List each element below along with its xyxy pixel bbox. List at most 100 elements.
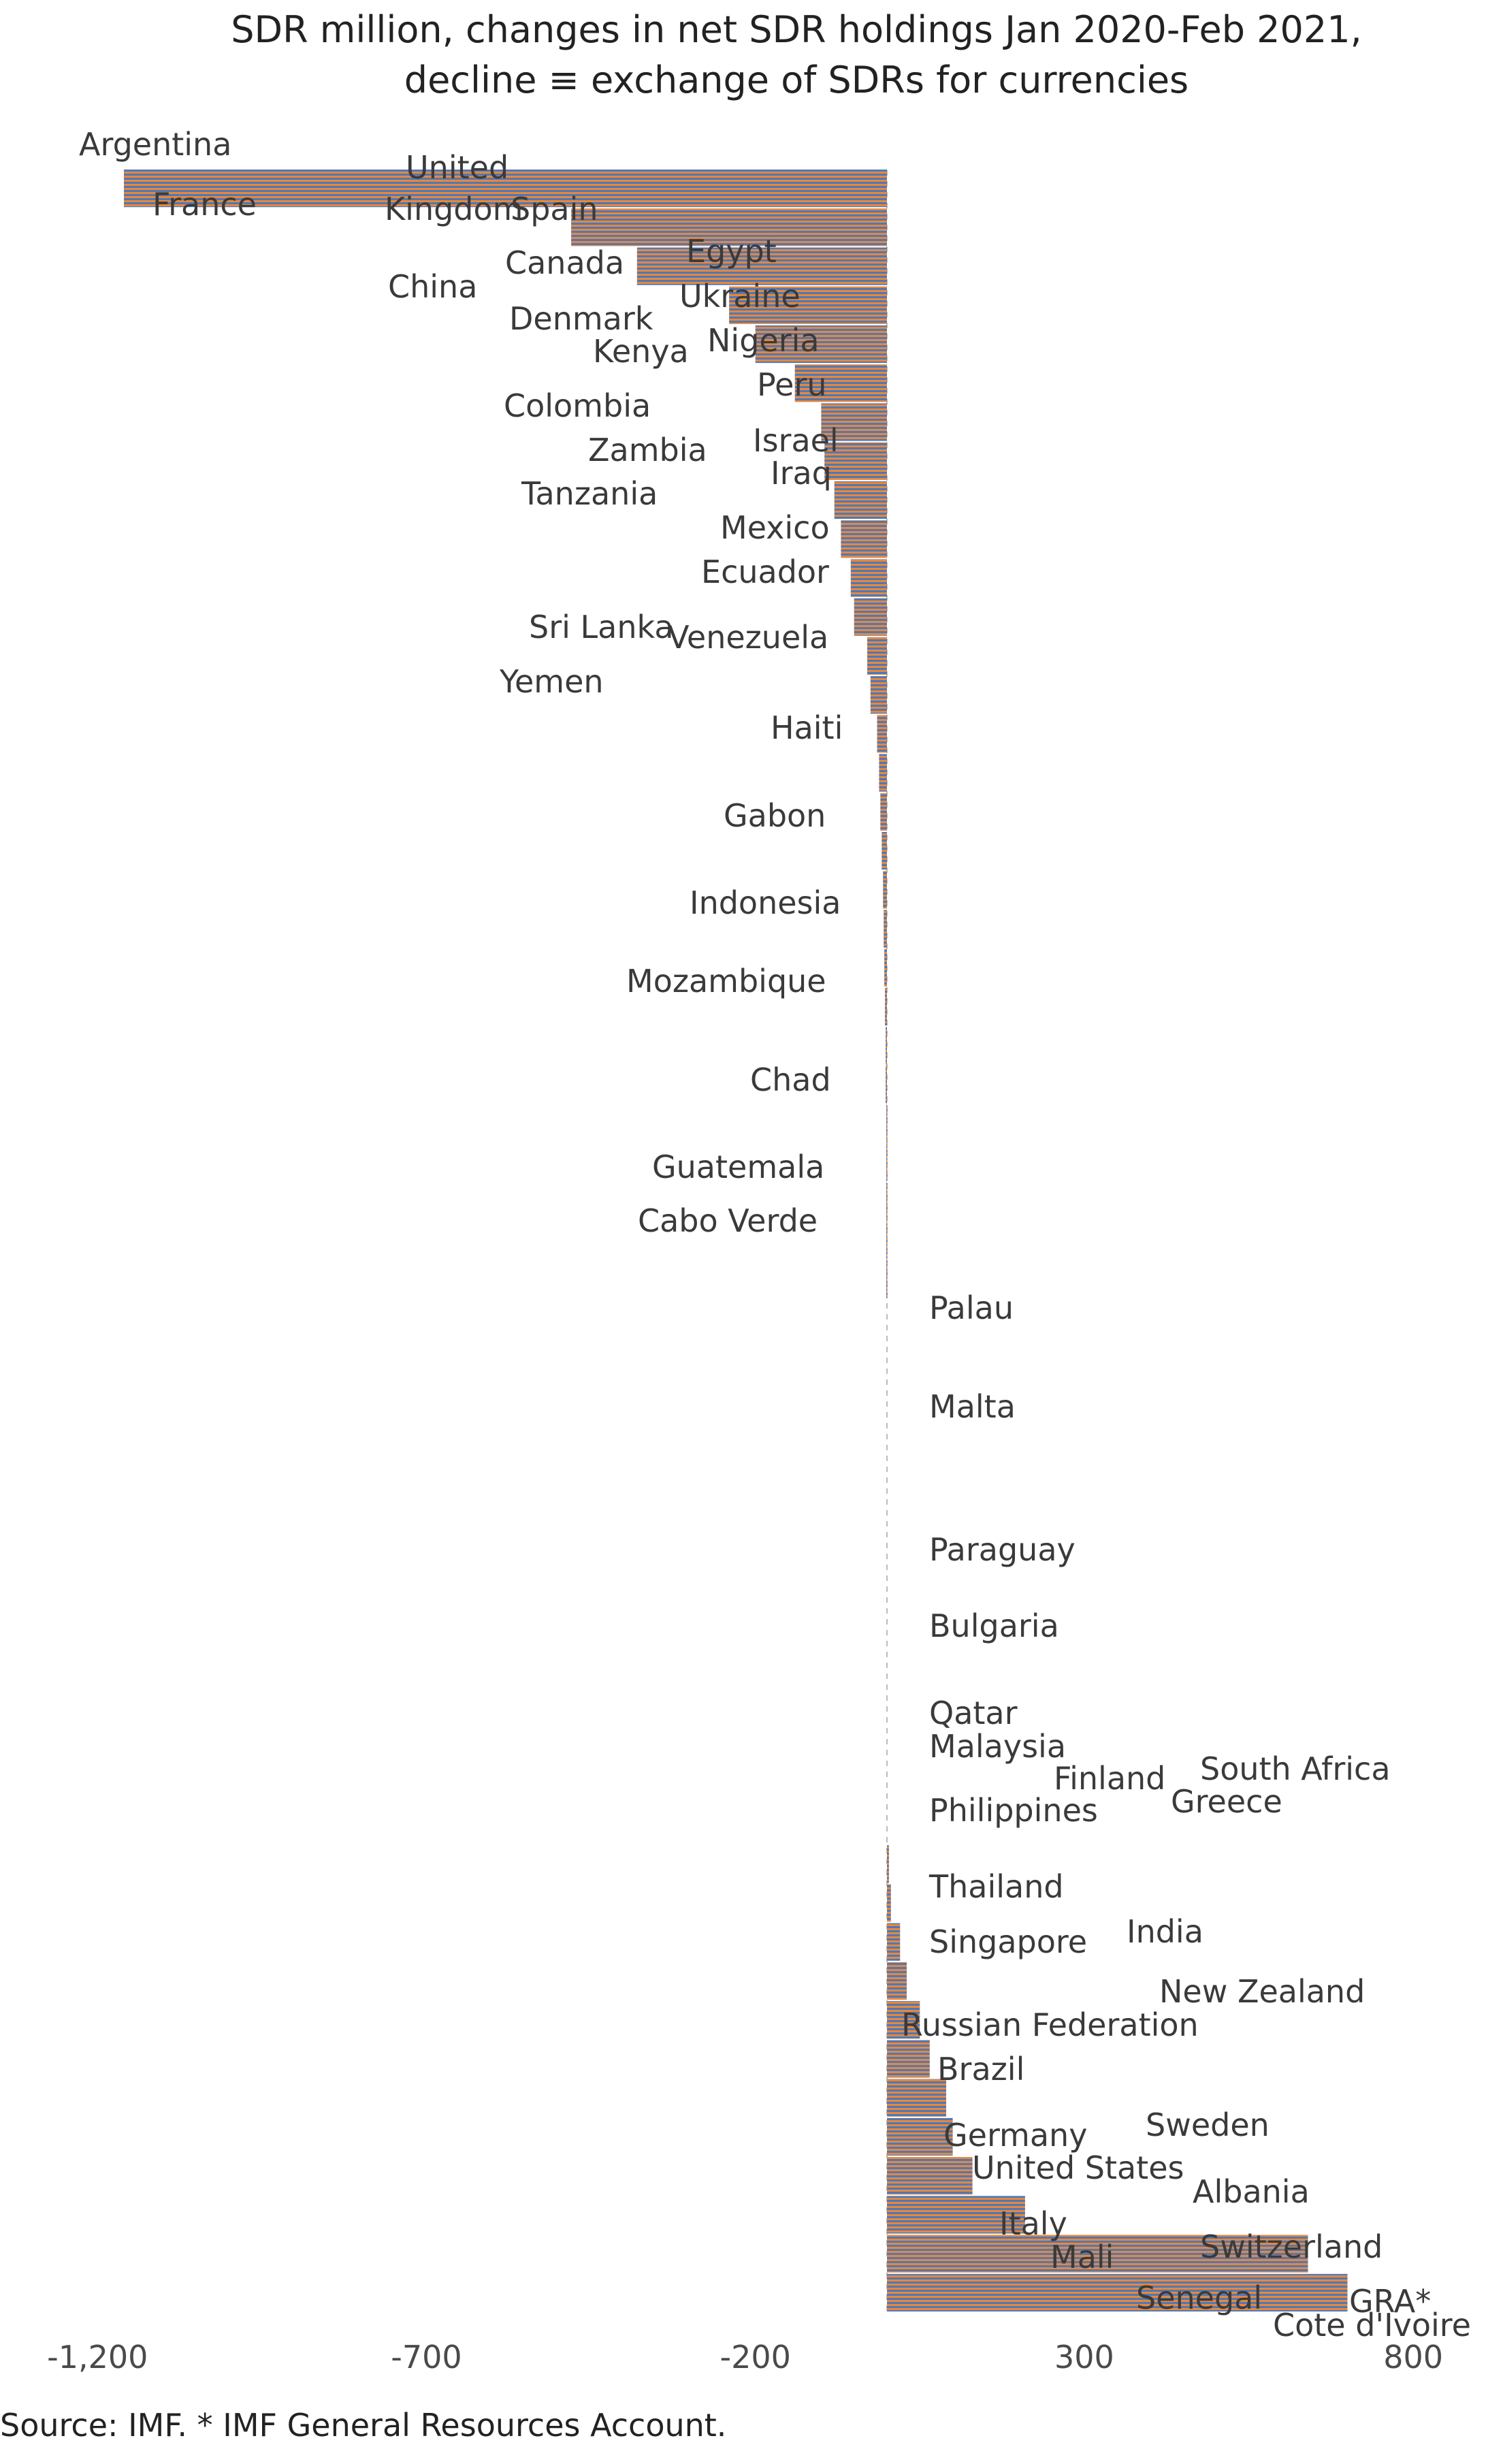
bar-italy — [887, 2079, 946, 2117]
category-label: Bulgaria — [929, 1607, 1059, 1644]
x-tick-label: -200 — [720, 2339, 790, 2375]
category-label: Canada — [505, 244, 624, 281]
bar-sweden — [887, 1962, 907, 2000]
category-label: China — [388, 268, 477, 305]
category-label: Palau — [929, 1290, 1014, 1326]
bar-cote-d-ivoire — [887, 2273, 1348, 2311]
category-label: United States — [972, 2149, 1184, 2186]
category-label: Argentina — [79, 126, 231, 163]
bar-mozambique — [886, 1143, 888, 1182]
category-label: Indonesia — [690, 884, 841, 921]
x-tick-label: 300 — [1054, 2339, 1114, 2375]
category-label: Kenya — [593, 333, 689, 370]
category-label: Tanzania — [521, 475, 658, 512]
category-label: Venezuela — [668, 619, 828, 656]
bar-brazil — [887, 1884, 891, 1922]
category-label: Malaysia — [929, 1728, 1066, 1765]
category-label: Philippines — [929, 1792, 1098, 1829]
category-label: Brazil — [937, 2051, 1024, 2087]
x-tick-label: -1,200 — [47, 2339, 148, 2375]
bar-guatemala — [886, 1221, 888, 1260]
bar-sri-lanka — [884, 910, 887, 948]
bar-venezuela — [884, 948, 887, 987]
category-label: Greece — [1171, 1783, 1282, 1820]
category-label: Spain — [511, 191, 598, 227]
category-label: Peru — [757, 366, 826, 403]
category-label: Qatar — [929, 1695, 1018, 1731]
chart-title-line-1: SDR million, changes in net SDR holdings… — [231, 8, 1362, 51]
category-label: Gabon — [724, 797, 826, 834]
category-label: Sri Lanka — [529, 609, 674, 645]
category-label: Mali — [1050, 2239, 1114, 2275]
chart-title-line-2: decline ≡ exchange of SDRs for currencie… — [404, 59, 1189, 101]
category-label: Chad — [750, 1061, 831, 1098]
category-label: Russian Federation — [901, 2006, 1199, 2043]
bar-group — [124, 170, 1348, 2311]
category-label: Kingdom — [385, 191, 523, 227]
category-label: Singapore — [929, 1923, 1087, 1960]
bar-zambia — [870, 676, 887, 714]
bar-gabon — [886, 1066, 887, 1104]
category-label: New Zealand — [1159, 1973, 1365, 2010]
bar-ecuador — [883, 871, 887, 909]
bar-peru — [867, 637, 887, 675]
category-label: Senegal — [1136, 2279, 1262, 2316]
category-label: France — [152, 186, 257, 223]
bar-haiti — [886, 1027, 887, 1065]
category-label: Sweden — [1146, 2107, 1270, 2143]
category-label: Cabo Verde — [638, 1202, 818, 1239]
category-label: Nigeria — [707, 322, 820, 359]
bar-switzerland — [887, 2117, 953, 2156]
category-label: Yemen — [499, 663, 604, 700]
bar-iraq — [880, 793, 887, 831]
bar-kenya — [841, 520, 887, 558]
bar-spain — [729, 286, 887, 324]
category-label: Mozambique — [626, 963, 826, 999]
bar-ukraine — [834, 481, 887, 519]
bar-china — [755, 325, 887, 364]
bar-russian-federation — [887, 1845, 889, 1883]
category-label: Switzerland — [1200, 2228, 1383, 2265]
bar-canada — [794, 364, 887, 402]
x-tick-label: -700 — [391, 2339, 462, 2375]
category-label: Thailand — [928, 1868, 1064, 1905]
category-label: Malta — [929, 1388, 1016, 1425]
category-label: Zambia — [588, 432, 707, 468]
category-label: Egypt — [686, 233, 777, 270]
x-tick-label: 800 — [1383, 2339, 1443, 2375]
category-label: Israel — [753, 422, 839, 459]
category-label: Cote d'Ivoire — [1273, 2307, 1471, 2343]
bar-denmark — [824, 442, 887, 480]
bar-gra- — [887, 2235, 1308, 2273]
bar-tanzania — [879, 754, 887, 792]
bar-cabo-verde — [886, 1260, 888, 1298]
bar-argentina — [124, 170, 887, 208]
category-label: Ukraine — [679, 278, 801, 315]
x-axis-tick-group: -1,200 -700 -200 300 800 — [47, 2339, 1443, 2375]
category-label: Italy — [999, 2205, 1067, 2242]
category-label: Guatemala — [652, 1149, 824, 1185]
category-label: South Africa — [1200, 1750, 1391, 1787]
bar-yemen — [885, 988, 887, 1026]
bar-nigeria — [850, 559, 887, 597]
category-label: United — [406, 149, 508, 186]
bar-mali — [887, 2157, 973, 2195]
category-label: Denmark — [509, 300, 653, 337]
source-note: Source: IMF. * IMF General Resources Acc… — [0, 2407, 726, 2444]
category-label: Iraq — [771, 455, 832, 492]
bar-mexico — [882, 832, 887, 870]
bar-egypt — [821, 403, 887, 441]
category-label: Haiti — [771, 709, 843, 746]
category-label: Ecuador — [701, 554, 829, 590]
category-label: India — [1127, 1913, 1203, 1950]
bar-united-kingdom — [571, 208, 887, 246]
category-label: GRA* — [1349, 2283, 1431, 2320]
category-label: Finland — [1054, 1760, 1165, 1797]
bar-albania — [887, 2040, 930, 2078]
bar-colombia — [854, 598, 887, 636]
category-label: Mexico — [720, 509, 830, 546]
bar-germany — [887, 1923, 901, 1961]
bar-chad — [886, 1183, 888, 1221]
bar-united-states — [887, 2001, 920, 2039]
